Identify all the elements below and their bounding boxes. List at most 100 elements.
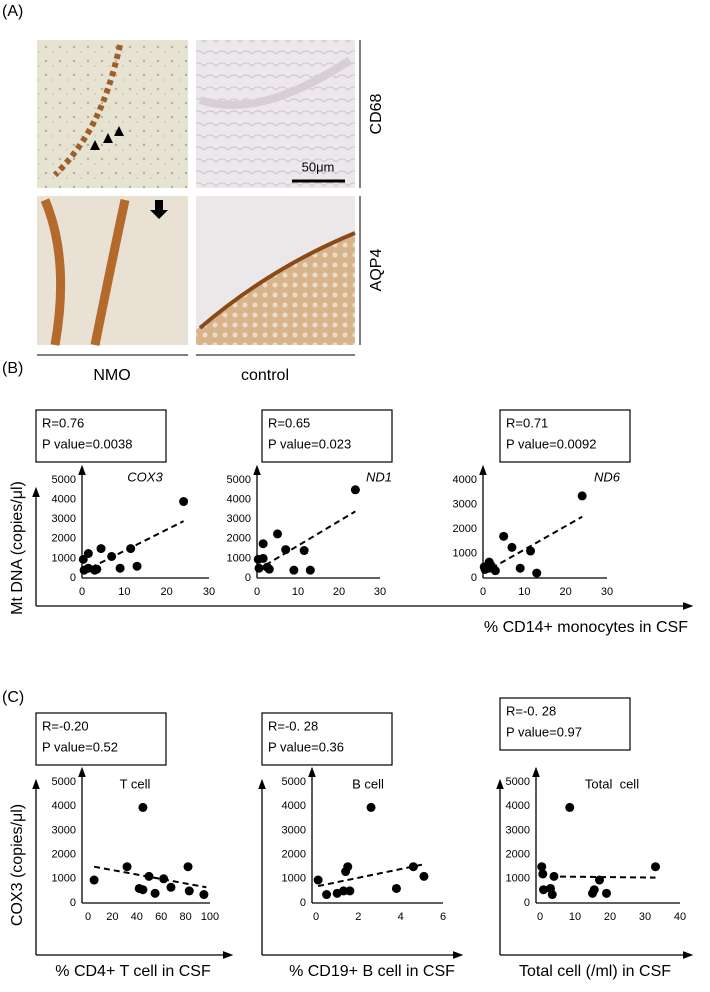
point xyxy=(589,885,599,895)
point xyxy=(499,531,509,541)
x-tick-label: 30 xyxy=(374,586,386,598)
x-tick-label: 20 xyxy=(161,586,173,598)
point xyxy=(350,485,360,495)
point xyxy=(537,862,547,872)
frames xyxy=(32,486,694,959)
point xyxy=(305,565,315,575)
point xyxy=(345,886,355,896)
point xyxy=(538,869,548,879)
y-tick-label: 2000 xyxy=(227,533,251,545)
point xyxy=(115,563,125,573)
y-tick-label: 1000 xyxy=(453,547,477,559)
panel-label: (A) xyxy=(2,3,23,20)
y-tick-label: 5000 xyxy=(227,474,251,486)
point xyxy=(179,497,189,507)
y-tick-label: 3000 xyxy=(227,513,251,525)
point xyxy=(159,874,169,884)
point xyxy=(343,862,353,872)
x-axis-title: % CD14+ monocytes in CSF xyxy=(484,619,688,636)
series-label: COX3 xyxy=(127,469,163,484)
y-tick-label: 2000 xyxy=(52,849,76,861)
point xyxy=(419,871,429,881)
series-label: B cell xyxy=(352,776,384,791)
y-tick-label: 2000 xyxy=(453,523,477,535)
y-tick-label: 5000 xyxy=(52,474,76,486)
y-tick-label: 1000 xyxy=(506,873,530,885)
point xyxy=(526,546,536,556)
x-tick-label: 2 xyxy=(355,911,361,923)
column-label: NMO xyxy=(93,367,130,384)
stats-box xyxy=(499,697,631,751)
point xyxy=(138,802,148,812)
stats-box xyxy=(261,712,393,766)
y-tick-label: 0 xyxy=(70,897,76,909)
point xyxy=(651,862,660,872)
x-tick-label: 0 xyxy=(254,586,260,598)
x-tick-label: 60 xyxy=(155,911,167,923)
y-tick-label: 3000 xyxy=(453,498,477,510)
point xyxy=(490,566,500,576)
stats-box xyxy=(35,712,167,766)
micrographs: 50μm xyxy=(37,40,361,356)
point xyxy=(83,549,93,558)
column-label: control xyxy=(241,367,289,384)
x-tick-label: 30 xyxy=(639,911,651,923)
x-axis-title: % CD4+ T cell in CSF xyxy=(55,963,211,980)
x-tick-label: 20 xyxy=(333,586,345,598)
point xyxy=(289,565,299,575)
row-label: AQP4 xyxy=(368,249,385,292)
point xyxy=(89,875,99,885)
point xyxy=(264,564,274,574)
stats-text: P value=0.0092 xyxy=(506,436,596,451)
point xyxy=(515,563,525,573)
point xyxy=(391,883,401,893)
x-tick-label: 20 xyxy=(604,911,616,923)
stats-text: P value=0.52 xyxy=(42,739,118,754)
point xyxy=(273,529,282,539)
y-tick-label: 4000 xyxy=(453,474,477,486)
point xyxy=(122,862,132,872)
y-tick-label: 0 xyxy=(70,572,76,584)
x-tick-label: 100 xyxy=(201,911,219,923)
point xyxy=(258,539,268,549)
point xyxy=(78,554,88,564)
stats-text: R=-0.20 xyxy=(42,718,89,733)
point xyxy=(281,545,291,555)
y-tick-label: 4000 xyxy=(282,800,306,812)
y-tick-label: 2000 xyxy=(506,849,530,861)
stats-text: R=0.76 xyxy=(42,415,84,430)
series-label: ND1 xyxy=(366,469,392,484)
x-tick-label: 10 xyxy=(518,586,530,598)
point xyxy=(313,875,323,885)
point xyxy=(107,551,117,561)
y-axis-title: Mt DNA (copies/μl) xyxy=(9,481,26,615)
y-tick-label: 2000 xyxy=(52,533,76,545)
point xyxy=(138,885,148,895)
y-tick-label: 0 xyxy=(300,897,306,909)
y-tick-label: 3000 xyxy=(506,824,530,836)
point xyxy=(166,882,176,892)
x-tick-label: 0 xyxy=(313,911,319,923)
point xyxy=(577,491,587,501)
y-tick-label: 0 xyxy=(245,572,251,584)
stats-text: R=-0. 28 xyxy=(268,718,318,733)
y-tick-label: 1000 xyxy=(282,873,306,885)
x-tick-label: 0 xyxy=(85,911,91,923)
point xyxy=(322,890,332,900)
x-tick-label: 30 xyxy=(203,586,215,598)
stats-text: R=-0. 28 xyxy=(506,703,556,718)
stats-text: P value=0.023 xyxy=(268,436,351,451)
y-tick-label: 2000 xyxy=(282,849,306,861)
y-tick-label: 4000 xyxy=(506,800,530,812)
image xyxy=(37,40,188,188)
x-tick-label: 20 xyxy=(560,586,572,598)
point xyxy=(183,862,193,872)
point xyxy=(132,561,142,571)
x-tick-label: 10 xyxy=(292,586,304,598)
panel-label: (C) xyxy=(2,689,24,706)
stats-box xyxy=(261,409,393,463)
stats-box xyxy=(499,409,631,463)
x-tick-label: 80 xyxy=(179,911,191,923)
image xyxy=(196,40,355,188)
y-tick-label: 5000 xyxy=(282,776,306,788)
